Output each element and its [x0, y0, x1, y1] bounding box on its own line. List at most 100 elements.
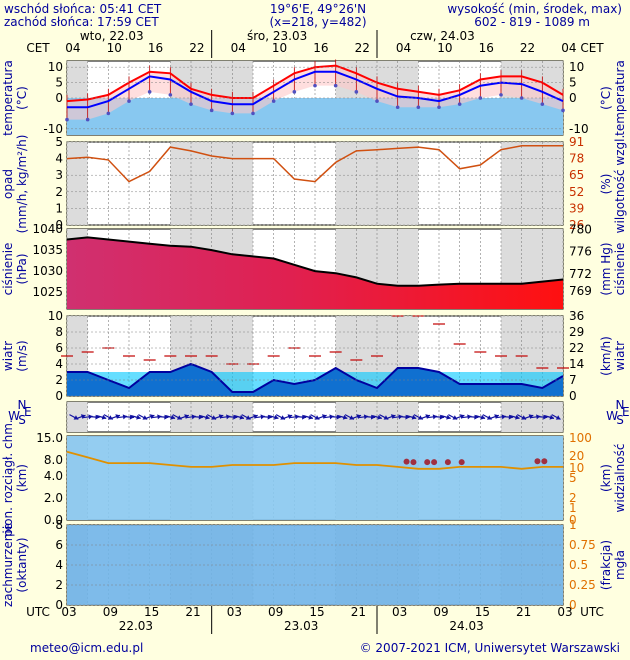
night-band — [67, 142, 88, 225]
wind-arrow — [372, 414, 382, 420]
arrow-head — [425, 414, 430, 420]
humidity-tick-right: 78 — [569, 152, 584, 166]
wind-arrow — [261, 414, 272, 420]
bottom-hour-label: 21 — [351, 605, 366, 619]
arrow-head — [308, 414, 313, 420]
wind-arrow — [420, 414, 431, 420]
dewpoint-point — [65, 117, 69, 122]
wind-tick-right: 7 — [569, 373, 577, 387]
sunset-text: zachód słońca: 17:59 CET — [4, 15, 159, 29]
bottom-hour-label: 09 — [433, 605, 448, 619]
arrow-head — [439, 414, 444, 420]
bottom-day-label: 24.03 — [449, 619, 483, 633]
cloud-tick-left: 4 — [55, 558, 63, 572]
arrow-head — [164, 414, 169, 420]
wind-unit-right: (km/h) — [599, 336, 613, 376]
wind-arrow — [489, 414, 500, 420]
wind-arrow — [502, 414, 513, 420]
wind-arrow — [123, 414, 135, 420]
arrow-head — [390, 414, 396, 420]
fog-tick-right: 0.25 — [569, 578, 596, 592]
wind-arrow — [440, 414, 451, 420]
pressure-line — [66, 236, 564, 287]
wind-arrow — [89, 414, 100, 420]
cloud-unit-left: (oktanty) — [15, 537, 29, 592]
arrow-head — [129, 414, 134, 420]
wind-arrow — [399, 414, 410, 420]
dewpoint-point — [416, 105, 421, 110]
coordinates-text: 19°6'E, 49°26'N — [269, 2, 367, 16]
arrow-head — [549, 414, 555, 420]
pressure-tick-right: 776 — [569, 245, 592, 259]
wind-arrow — [337, 414, 348, 420]
wind-arrow — [227, 414, 238, 420]
pressure-tick-left: 1025 — [32, 285, 63, 299]
temp-label-left: temperatura — [1, 60, 15, 136]
humidity-tick-right: 26 — [569, 218, 584, 232]
arrow-head — [233, 414, 238, 420]
bottom-hour-label: 15 — [309, 605, 324, 619]
pressure-tick-right: 769 — [569, 284, 592, 298]
arrow-head — [515, 414, 520, 420]
wind-tick-left: 0 — [55, 389, 63, 403]
temp-tick-right: 10 — [569, 60, 584, 74]
dewpoint-point — [375, 99, 379, 103]
arrow-head — [459, 414, 465, 420]
top-hour-label: 22 — [520, 41, 535, 55]
dewpoint-point — [395, 105, 400, 110]
wind-arrow — [130, 414, 141, 420]
cloud-tick-left: 0 — [55, 598, 63, 612]
vis-tick-left: 2.0 — [44, 491, 63, 505]
wind-tick-right: 0 — [569, 389, 577, 403]
top-hour-label: 10 — [272, 41, 287, 55]
footer-email[interactable]: meteo@icm.edu.pl — [30, 641, 144, 655]
humidity-tick-right: 65 — [569, 168, 584, 182]
top-hour-label: 04 — [231, 41, 246, 55]
wind-label-right: wiatr — [613, 341, 627, 371]
visibility-tick-right: 0 — [569, 513, 577, 527]
pressure-tick-left: 1030 — [32, 264, 63, 278]
precip-tick-left: 4 — [55, 152, 63, 166]
wind-arrow — [544, 414, 555, 420]
arrow-head — [480, 414, 486, 420]
temp-tick-left: 10 — [48, 60, 63, 74]
dewpoint-point — [437, 105, 441, 110]
vis-unit-left: (km) — [15, 464, 29, 492]
wind-arrow — [523, 414, 534, 420]
wind-arrow — [96, 414, 107, 420]
dewpoint-point — [561, 108, 565, 113]
pressure-tick-left: 1035 — [32, 243, 63, 257]
humidity-tick-right: 39 — [569, 201, 584, 215]
temp-tick-right: 5 — [569, 76, 577, 90]
bottom-hour-label: 09 — [268, 605, 283, 619]
arrow-head — [287, 414, 293, 420]
wind-arrow — [316, 414, 327, 420]
wind-arrow — [454, 414, 465, 420]
footer-copyright: © 2007-2021 ICM, Uniwersytet Warszawski — [359, 641, 620, 655]
wind-arrow — [330, 414, 341, 420]
arrow-head — [267, 414, 272, 420]
pressure-tick-right: 780 — [569, 222, 592, 236]
visibility-line — [66, 450, 563, 470]
fog-point — [403, 458, 410, 465]
arrow-head — [405, 414, 410, 420]
wind-arrow — [75, 414, 86, 420]
arrow-head — [377, 414, 382, 420]
humidity-label-right: wilgotność wzgl. — [613, 135, 627, 234]
fog-point — [541, 458, 548, 465]
top-hour-label: 16 — [479, 41, 494, 55]
wind-arrow — [468, 414, 479, 420]
dir-s-left: S — [18, 413, 26, 427]
arrow-head — [446, 414, 451, 420]
dewpoint-point — [189, 102, 193, 106]
arrow-head — [198, 414, 203, 420]
dir-e-left: E — [24, 405, 32, 419]
wind-tick-right: 22 — [569, 341, 584, 355]
dir-label-right: W — [606, 409, 618, 423]
top-day-label: wto, 22.03 — [80, 29, 144, 43]
wind-arrow — [248, 414, 258, 420]
dewpoint-point — [499, 93, 503, 97]
wind-arrow — [551, 414, 561, 420]
top-hour-label: 10 — [107, 41, 122, 55]
